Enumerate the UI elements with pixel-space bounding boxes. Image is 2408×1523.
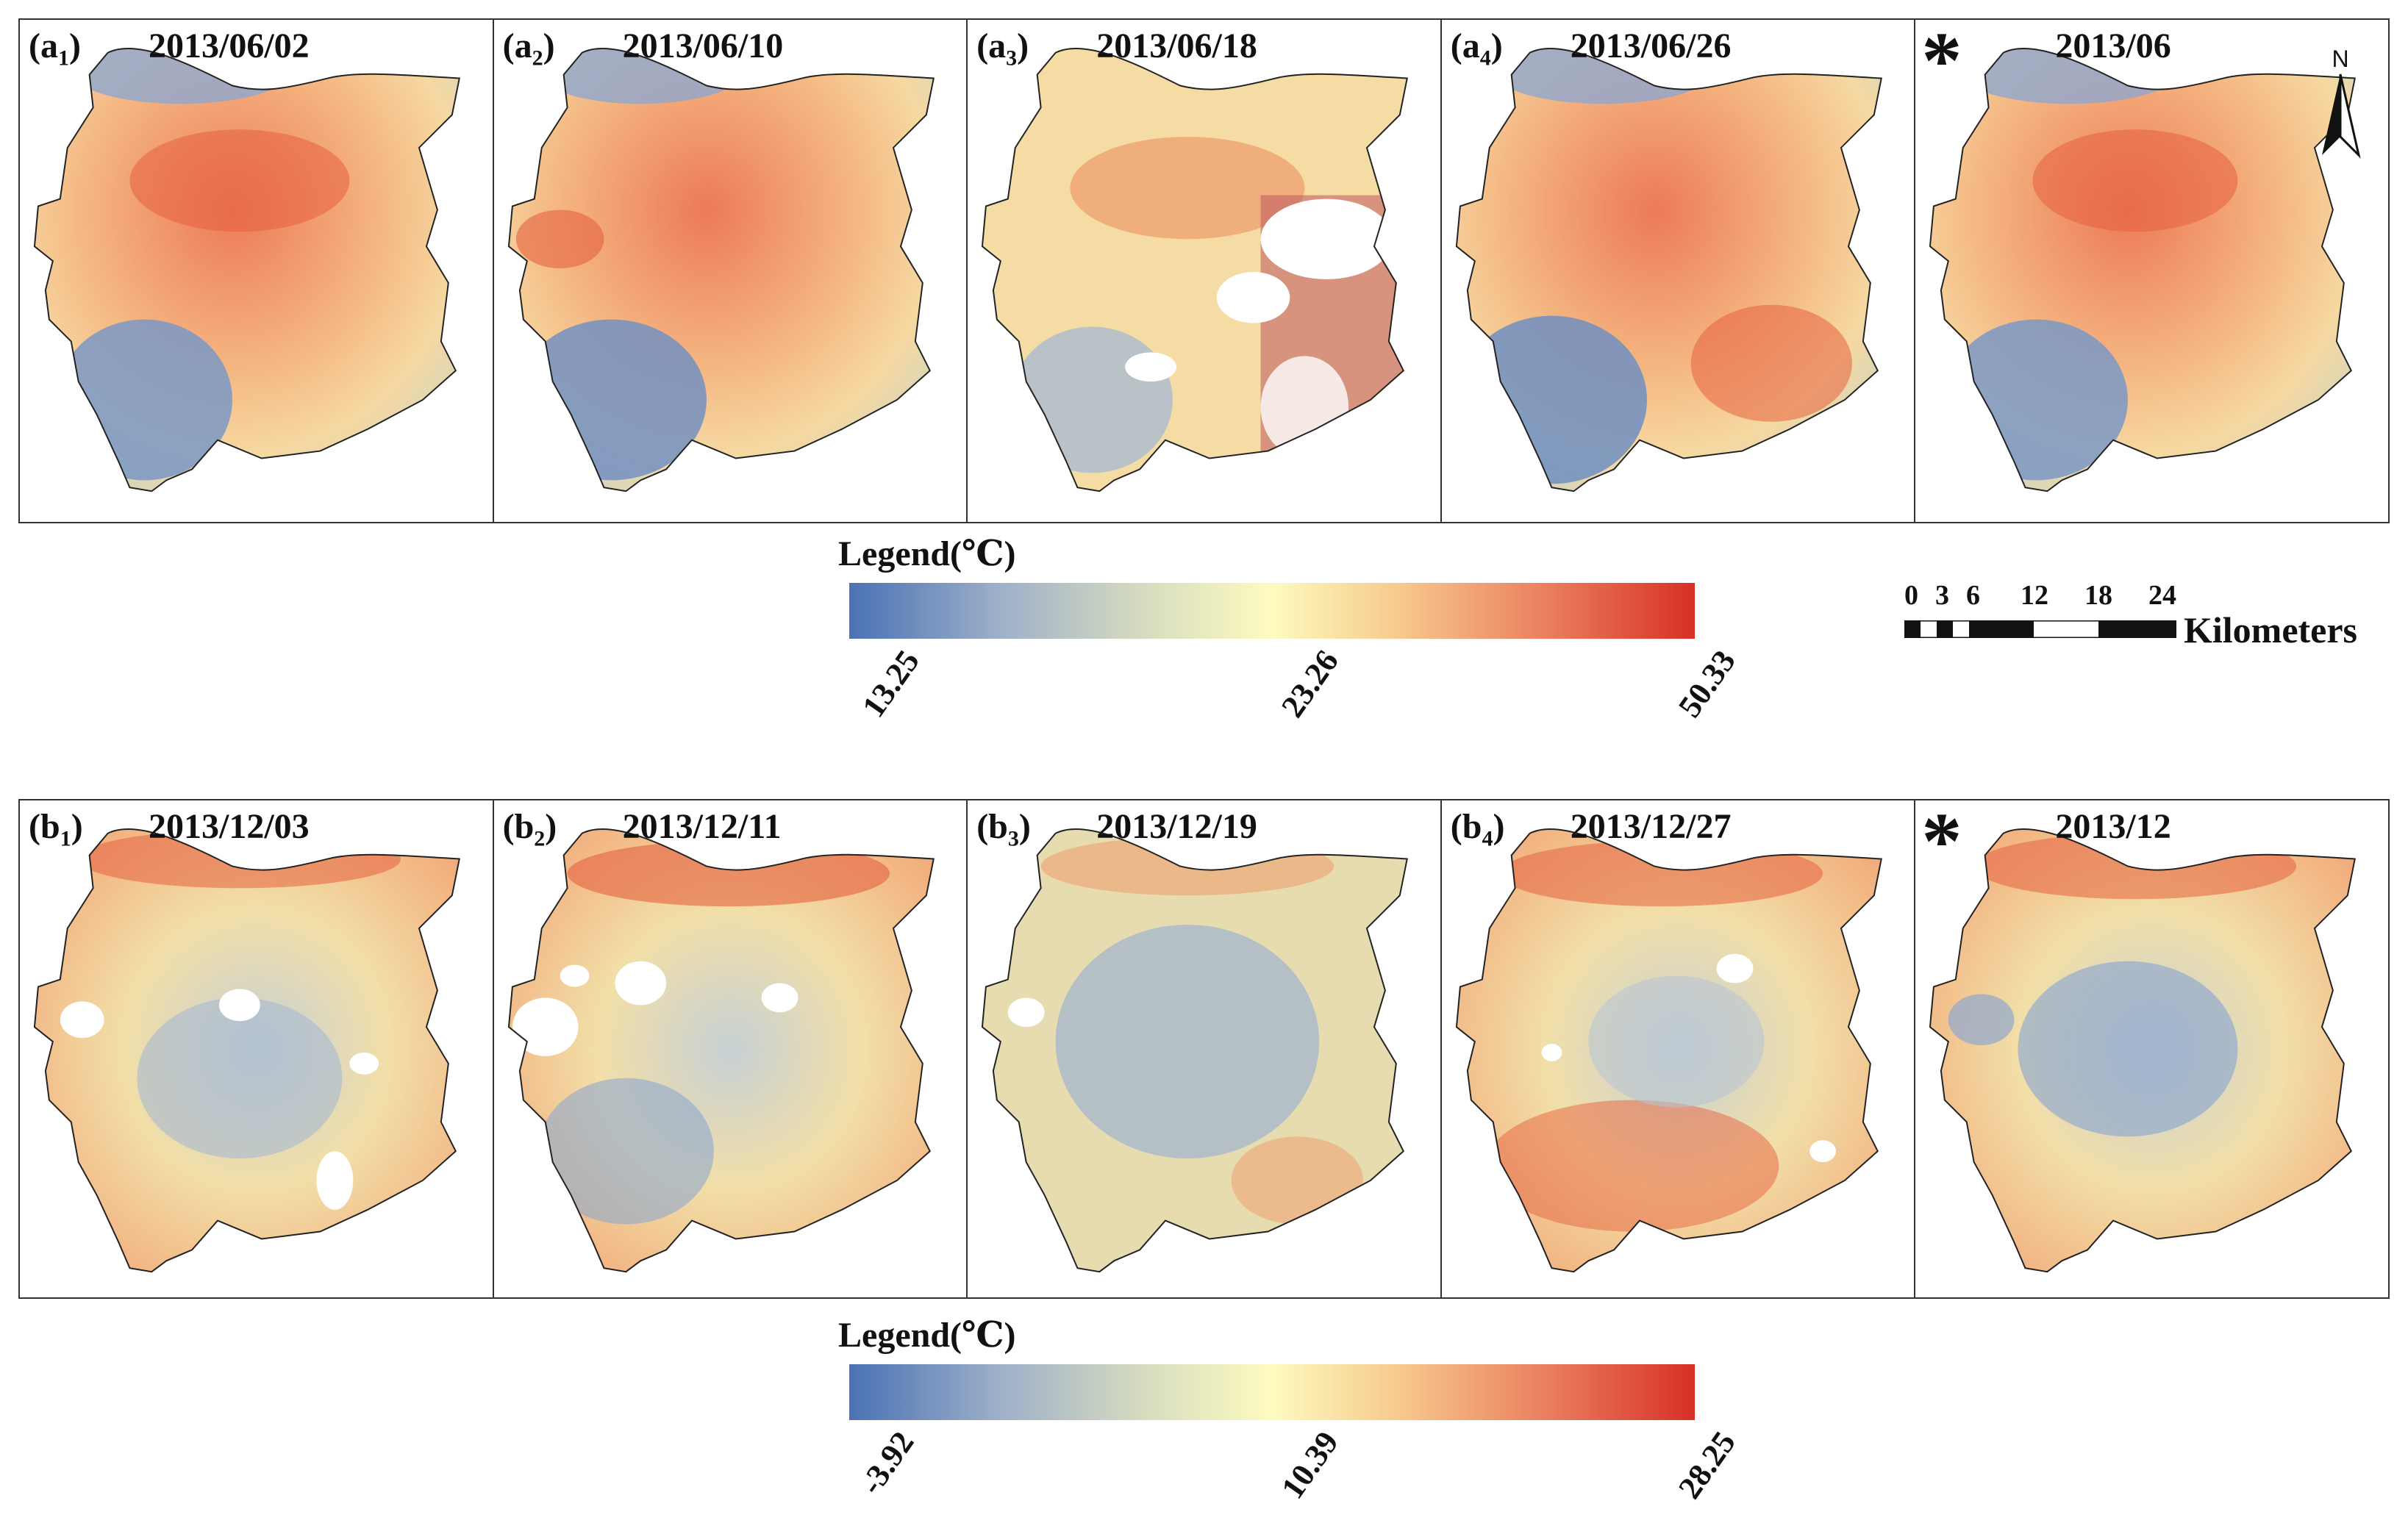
map-panel-a2: (a2) 2013/06/10 (492, 18, 967, 523)
map-panel-a1: (a1) 2013/06/02 (18, 18, 493, 523)
panel-label: (a2) (502, 26, 555, 71)
legend-title: Legend(℃) (838, 534, 1016, 573)
panel-label: (b3) (976, 807, 1031, 851)
lst-map (33, 828, 460, 1273)
scale-tick: 0 (1904, 580, 1918, 611)
color-ramp (849, 1364, 1695, 1420)
scale-unit: Kilometers (2184, 609, 2358, 651)
scale-tick: 18 (2084, 580, 2112, 611)
composite-star: * (1921, 796, 1962, 886)
map-panel-b-composite: * 2013/12 (1914, 799, 2390, 1299)
lst-map (982, 828, 1409, 1273)
panel-label: (a4) (1450, 26, 1503, 71)
panel-date: 2013/06/18 (1096, 26, 1257, 65)
panel-date: 2013/12/27 (1570, 807, 1732, 846)
legend-mid: 23.26 (1274, 643, 1346, 724)
lst-map (33, 47, 460, 492)
row-june: (a1) 2013/06/02 (a2) 2013/06/10 (18, 18, 2390, 523)
scale-tick: 12 (2021, 580, 2048, 611)
panel-date: 2013/06/02 (149, 26, 310, 65)
scale-tick: 6 (1966, 580, 1980, 611)
map-panel-a4: (a4) 2013/06/26 (1440, 18, 1915, 523)
legend-mid: 10.39 (1274, 1425, 1346, 1505)
scale-graphic (1904, 620, 2176, 638)
color-ramp (849, 583, 1695, 639)
panel-date: 2013/12/19 (1096, 807, 1257, 846)
scale-bar: 0 3 6 12 18 24 Kilometers (1904, 579, 2408, 667)
panel-date: 2013/12/03 (149, 807, 310, 846)
lst-map (1455, 828, 1882, 1273)
legend-min: 13.25 (855, 643, 926, 724)
legend-min: -3.92 (852, 1425, 921, 1501)
map-panel-b2: (b2) 2013/12/11 (492, 799, 967, 1299)
panel-date: 2013/06/26 (1570, 26, 1732, 65)
lst-map (1455, 47, 1882, 492)
panel-label: (a1) (29, 26, 81, 71)
map-panel-b4: (b4) 2013/12/27 (1440, 799, 1915, 1299)
north-label: N (2332, 46, 2348, 72)
map-panel-a-composite: * 2013/06 N (1914, 18, 2390, 523)
row-december: (b1) 2013/12/03 (b2) 2013/12/11 (18, 799, 2390, 1299)
panel-date: 2013/06/10 (622, 26, 784, 65)
panel-date: 2013/12/11 (622, 807, 782, 846)
panel-date: 2013/12 (2055, 807, 2171, 846)
legend-title: Legend(℃) (838, 1316, 1016, 1355)
lst-map (1929, 47, 2357, 492)
lst-map (1929, 828, 2357, 1273)
scale-tick: 3 (1935, 580, 1949, 611)
composite-star: * (1921, 15, 1962, 105)
map-panel-b1: (b1) 2013/12/03 (18, 799, 493, 1299)
north-arrow-icon: N (2321, 46, 2361, 159)
panel-date: 2013/06 (2055, 26, 2171, 65)
lst-map (507, 828, 935, 1273)
legend-max: 28.25 (1671, 1425, 1743, 1505)
map-panel-a3: (a3) 2013/06/18 (966, 18, 1440, 523)
panel-label: (b1) (29, 807, 83, 851)
legend-max: 50.33 (1671, 643, 1743, 724)
map-panel-b3: (b3) 2013/12/19 (966, 799, 1440, 1299)
panel-label: (a3) (976, 26, 1029, 71)
scale-tick: 24 (2148, 580, 2176, 611)
panel-label: (b2) (502, 807, 557, 851)
lst-map (982, 47, 1409, 492)
lst-map (507, 47, 935, 492)
panel-label: (b4) (1450, 807, 1505, 851)
